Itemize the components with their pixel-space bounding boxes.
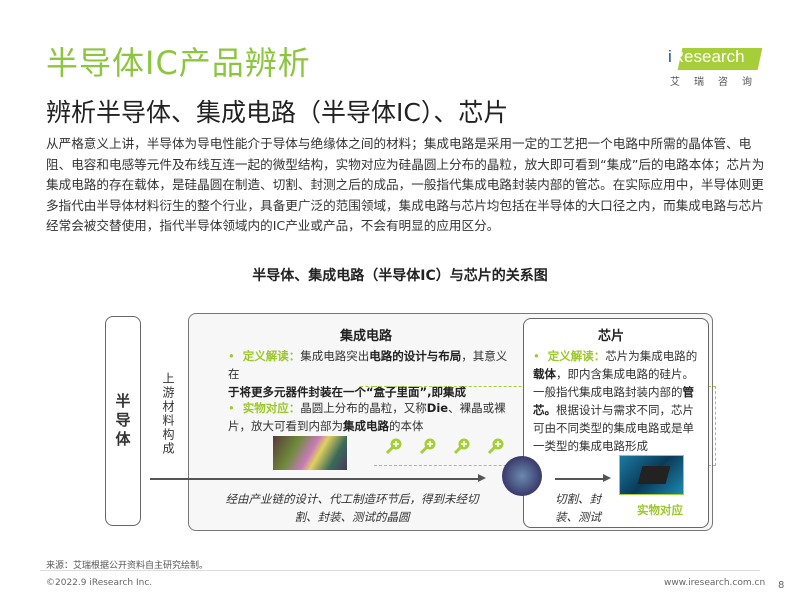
zoom-dashed-connector-left bbox=[360, 386, 374, 387]
arrow-head-icon bbox=[603, 474, 611, 482]
magnifier-icon bbox=[419, 438, 436, 455]
chip-heading: 芯片 bbox=[598, 329, 625, 344]
page-subtitle: 辨析半导体、集成电路（半导体IC）、芯片 bbox=[46, 98, 509, 127]
chip-physical-caption: 实物对应 bbox=[637, 503, 683, 517]
ic-process-caption: 经由产业链的设计、代工制造环节后，得到未经切割、封装、测试的晶圆 bbox=[225, 492, 479, 524]
copyright: ©2022.9 iResearch Inc. bbox=[46, 578, 153, 588]
wafer-closeup-image bbox=[273, 436, 347, 470]
process-arrow-2 bbox=[555, 478, 605, 480]
source-note: 来源：艾瑞根据公开资料自主研究绘制。 bbox=[46, 561, 209, 571]
footer-divider bbox=[40, 570, 760, 571]
chip-definition: • 定义解读：芯片为集成电路的载体，即内含集成电路的硅片。一般指代集成电路封装内部… bbox=[533, 349, 698, 453]
magnifier-icon bbox=[453, 438, 470, 455]
process-arrow bbox=[150, 478, 480, 480]
website-link[interactable]: www.iresearch.com.cn bbox=[664, 578, 766, 588]
semiconductor-box: 半导体 bbox=[105, 316, 141, 526]
magnifier-icon bbox=[385, 438, 402, 455]
wafer-image bbox=[502, 456, 542, 496]
ic-definition: • 定义解读：集成电路突出电路的设计与布局，其意义在 于将更多元器件封装在一个“盒子… bbox=[228, 349, 508, 399]
chip-image bbox=[619, 455, 684, 495]
arrow-head-icon bbox=[478, 474, 486, 482]
page-title: 半导体IC产品辨析 bbox=[46, 44, 311, 82]
ic-heading: 集成电路 bbox=[340, 329, 393, 344]
diagram-title: 半导体、集成电路（半导体IC）与芯片的关系图 bbox=[252, 268, 548, 284]
ic-physical: • 实物对应：晶圆上分布的晶粒，又称Die、裸晶或裸片，放大可看到内部为集成电路的… bbox=[228, 401, 506, 433]
intro-paragraph: 从严格意义上讲，半导体为导电性能介于导体与绝缘体之间的材料；集成电路是采用一定的… bbox=[46, 136, 765, 233]
page-number: 8 bbox=[778, 580, 785, 591]
chip-process-caption: 切割、封装、测试 bbox=[555, 492, 601, 524]
magnifier-row bbox=[385, 437, 505, 455]
magnifier-icon bbox=[487, 438, 504, 455]
upstream-label: 上游材料构成 bbox=[161, 372, 175, 456]
iresearch-logo: iResearch 艾瑞咨询 bbox=[668, 47, 766, 88]
